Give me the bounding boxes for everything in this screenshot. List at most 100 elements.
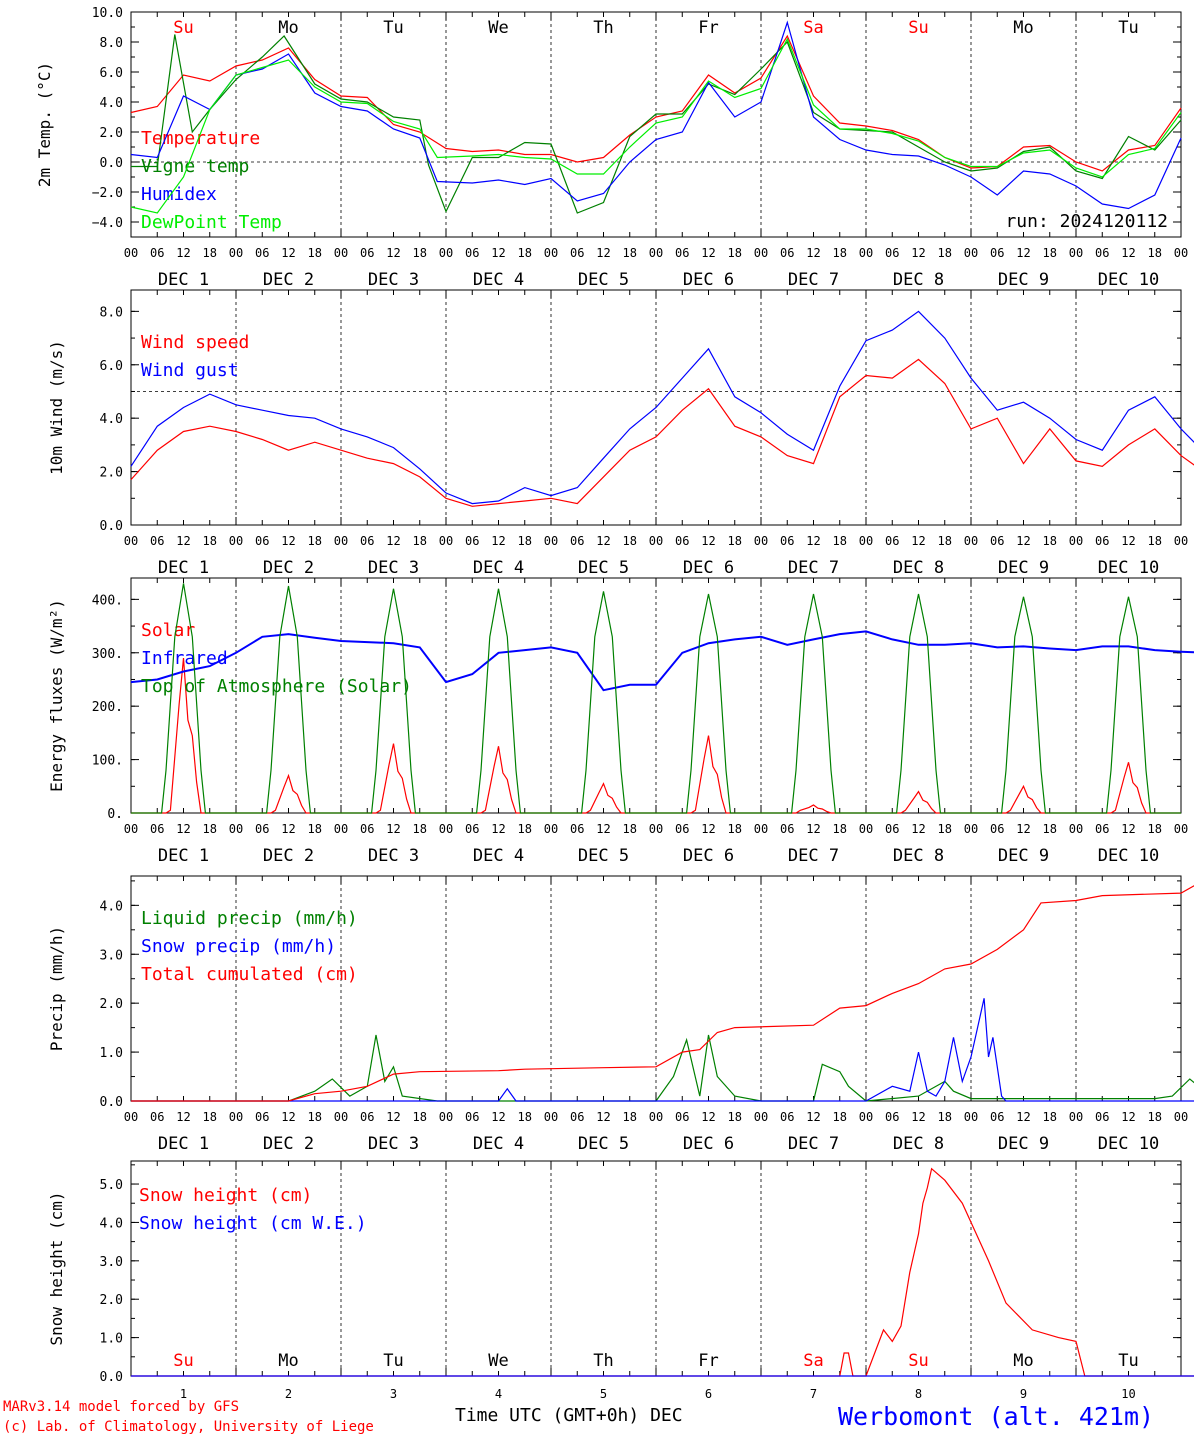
hour-label: 06 [885,822,899,836]
legend-entry: Solar [141,620,195,641]
day-number: 1 [180,1387,187,1401]
hour-label: 18 [833,822,847,836]
hour-label: 06 [360,246,374,260]
hour-label: 06 [990,246,1004,260]
hour-label: 18 [938,822,952,836]
series-line-wind-speed [130,358,1194,507]
weekday-label: Su [173,18,193,38]
hour-label: 00 [1069,534,1083,548]
date-label: DEC 3 [368,558,419,578]
y-tick-label: 100. [92,754,123,769]
hour-label: 00 [439,1110,453,1124]
y-tick-label: 0.0 [100,1095,123,1110]
panel-1: 10.0 8.0 6.0 4.0 2.0 0.0 −2.0 −4.0 2m Temp. (°C)… [35,6,1188,290]
weekday-label: Th [593,1351,613,1371]
legend-entry: Liquid precip (mm/h) [141,908,358,929]
y-tick-label: 0.0 [100,1370,123,1385]
hour-label: 18 [728,1110,742,1124]
date-label: DEC 7 [788,1134,839,1154]
hour-label: 00 [754,246,768,260]
hour-label: 12 [491,822,505,836]
weekday-label: Mo [1013,18,1033,38]
hour-label: 00 [754,1110,768,1124]
weekday-label: Tu [383,1351,403,1371]
y-tick-label: 3.0 [100,948,123,963]
y-tick-label: 1.0 [100,1332,123,1347]
hour-label: 12 [281,534,295,548]
series-line-liquid-precip-mm-h- [131,1034,1194,1102]
weekday-label: Th [593,18,613,38]
y-tick-label: 8.0 [100,305,123,320]
hour-label: 12 [281,246,295,260]
hour-label: 00 [1174,1110,1188,1124]
hour-label: 00 [229,534,243,548]
hour-label: 00 [649,246,663,260]
hour-label: 06 [255,246,269,260]
hour-label: 00 [1069,246,1083,260]
hour-label: 06 [150,822,164,836]
y-tick-label: 8.0 [100,36,123,51]
day-number: 6 [705,1387,712,1401]
hour-label: 00 [124,822,138,836]
hour-label: 12 [386,246,400,260]
model-credit: MARv3.14 model forced by GFS [3,1399,240,1415]
date-label: DEC 10 [1098,270,1159,290]
legend-entry: Temperature [141,128,260,149]
weekday-label: Mo [278,1351,298,1371]
y-axis-label: 2m Temp. (°C) [35,62,54,187]
hour-label: 06 [675,1110,689,1124]
y-tick-label: 4.0 [100,1216,123,1231]
y-tick-label: 0.0 [100,519,123,534]
y-tick-label: 5.0 [100,1178,123,1193]
date-label: DEC 4 [473,558,524,578]
hour-label: 00 [649,1110,663,1124]
date-label: DEC 7 [788,270,839,290]
date-label: DEC 1 [158,846,209,866]
hour-label: 06 [1095,534,1109,548]
y-tick-label: 3.0 [100,1255,123,1270]
hour-label: 00 [334,822,348,836]
day-number: 3 [390,1387,397,1401]
hour-label: 00 [1174,246,1188,260]
date-label: DEC 1 [158,1134,209,1154]
hour-label: 06 [255,822,269,836]
hour-label: 06 [570,822,584,836]
hour-label: 06 [885,246,899,260]
y-tick-label: 2.0 [100,466,123,481]
hour-label: 06 [570,246,584,260]
weekday-label: Mo [1013,1351,1033,1371]
hour-label: 00 [1174,822,1188,836]
date-label: DEC 6 [683,558,734,578]
weekday-label: We [488,1351,508,1371]
date-label: DEC 5 [578,1134,629,1154]
weekday-label: Su [908,18,928,38]
lab-credit: (c) Lab. of Climatology, University of L… [3,1419,374,1435]
date-label: DEC 2 [263,270,314,290]
hour-label: 12 [701,1110,715,1124]
panel-2: 8.0 6.0 4.0 2.0 0.0 10m Wind (m/s) Wind speed W… [47,289,1194,578]
x-axis-title: Time UTC (GMT+0h) DEC [455,1405,683,1426]
hour-label: 18 [308,822,322,836]
hour-label: 12 [176,534,190,548]
hour-label: 12 [176,246,190,260]
hour-label: 00 [649,534,663,548]
hour-label: 06 [360,822,374,836]
hour-label: 00 [859,534,873,548]
hour-label: 18 [518,1110,532,1124]
day-number: 5 [600,1387,607,1401]
hour-label: 06 [465,246,479,260]
date-label: DEC 2 [263,558,314,578]
hour-label: 06 [990,534,1004,548]
hour-label: 00 [964,534,978,548]
hour-label: 00 [754,822,768,836]
y-axis-label: Precip (mm/h) [47,926,66,1051]
date-label: DEC 2 [263,846,314,866]
weekday-label: Tu [1118,1351,1138,1371]
day-number: 10 [1121,1387,1135,1401]
hour-label: 18 [203,822,217,836]
hour-label: 00 [334,246,348,260]
hour-label: 12 [491,246,505,260]
hour-label: 18 [518,822,532,836]
hour-label: 06 [1095,1110,1109,1124]
hour-label: 12 [176,822,190,836]
